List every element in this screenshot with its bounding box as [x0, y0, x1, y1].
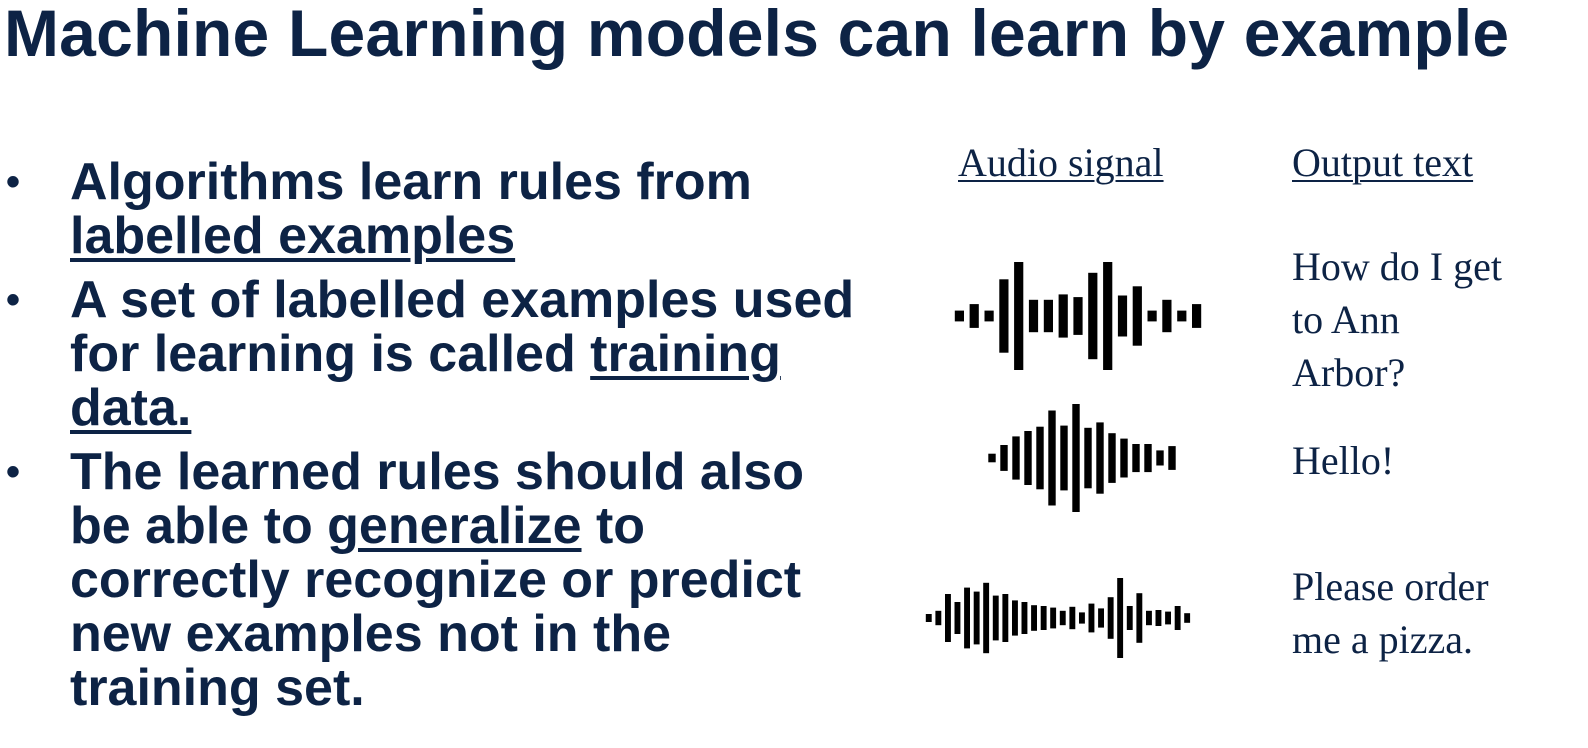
- waveform-bar: [1072, 404, 1080, 512]
- waveform-bar: [1043, 299, 1053, 333]
- waveform-bar: [954, 310, 964, 322]
- waveform-bar: [1103, 262, 1113, 370]
- slide-title: Machine Learning models can learn by exa…: [4, 0, 1510, 70]
- waveform-bar: [1168, 446, 1176, 470]
- waveform-bar: [1012, 436, 1020, 480]
- waveform-bar: [1028, 299, 1039, 333]
- waveform-bar: [1000, 445, 1008, 471]
- waveform-bar: [1162, 299, 1172, 333]
- waveform-bar: [1002, 594, 1009, 642]
- bullet-item: • A set of labelled examples used for le…: [0, 273, 860, 435]
- waveform-bar: [1040, 606, 1047, 630]
- bullet-text: to correctly recognize or predict new ex…: [70, 497, 802, 717]
- underlined-term: generalize: [327, 497, 582, 555]
- waveform-bar: [1136, 593, 1143, 643]
- waveform-bar: [1079, 612, 1085, 624]
- waveform-bar: [1147, 310, 1157, 322]
- waveform-bar: [1156, 450, 1164, 466]
- waveform-bar: [1098, 608, 1104, 628]
- waveform-bar: [1084, 427, 1092, 489]
- bullet-text: A set of labelled examples used for lear…: [70, 271, 855, 383]
- output-text-header: Output text: [1292, 140, 1474, 185]
- waveform-bar: [1184, 613, 1191, 623]
- underlined-term: training data.: [70, 325, 781, 437]
- waveform-bar: [1058, 294, 1068, 338]
- waveform-bar: [1088, 272, 1098, 360]
- waveform-bar: [988, 453, 996, 463]
- waveform-bar: [1165, 611, 1171, 625]
- bullet-dot: •: [6, 160, 21, 204]
- waveform-bar: [1021, 602, 1028, 634]
- bullet-text: The learned rules should also be able to: [70, 443, 804, 555]
- bullet-list: • Algorithms learn rules from labelled e…: [0, 155, 860, 725]
- waveform-bar: [1069, 606, 1076, 630]
- audio-waveform-icon: [988, 404, 1176, 512]
- bullet-item: • Algorithms learn rules from labelled e…: [0, 155, 860, 263]
- waveform-bar: [1059, 610, 1066, 626]
- waveform-bar: [983, 582, 990, 654]
- waveform-bar: [1036, 426, 1044, 490]
- waveform-bar: [945, 594, 951, 642]
- waveform-bar: [1048, 410, 1056, 506]
- waveform-bar: [1107, 597, 1114, 639]
- waveform-bar: [1108, 433, 1116, 483]
- waveform-bar: [1144, 444, 1152, 473]
- waveform-bar: [1132, 444, 1140, 473]
- waveform-bar: [1050, 607, 1057, 629]
- waveform-bar: [1031, 605, 1037, 631]
- waveform-bar: [1132, 286, 1142, 346]
- bullet-text: Algorithms learn rules from: [70, 153, 752, 211]
- waveform-bar: [1146, 610, 1152, 626]
- waveform-bar: [1024, 431, 1032, 485]
- waveform-bar: [1174, 606, 1181, 630]
- bullet-dot: •: [6, 450, 21, 494]
- waveform-bar: [1060, 425, 1068, 491]
- waveform-bar: [954, 602, 961, 634]
- waveform-bar: [1192, 304, 1202, 328]
- waveform-bar: [999, 279, 1009, 353]
- waveform-bar: [1088, 603, 1095, 633]
- waveform-bar: [1120, 438, 1128, 478]
- waveform-bar: [1117, 578, 1124, 658]
- audio-waveform-icon: [925, 578, 1191, 658]
- waveform-bar: [1155, 610, 1162, 626]
- waveform-bar: [1012, 600, 1018, 636]
- bullet-item: • The learned rules should also be able …: [0, 445, 860, 715]
- waveform-bar: [935, 610, 942, 626]
- waveform-bar: [1126, 606, 1133, 630]
- waveform-bar: [1177, 310, 1187, 322]
- output-text: How do I get to Ann Arbor?: [1292, 244, 1502, 395]
- waveform-bar: [1096, 422, 1104, 494]
- waveform-bar: [992, 595, 999, 641]
- waveform-bar: [1117, 295, 1128, 337]
- waveform-bar: [925, 614, 932, 622]
- waveform-bar: [1014, 262, 1024, 370]
- waveform-bar: [964, 587, 970, 649]
- waveform-bar: [969, 304, 979, 328]
- bullet-dot: •: [6, 278, 21, 322]
- waveform-bar: [984, 310, 994, 322]
- waveform-bar: [1073, 297, 1083, 335]
- underlined-term: labelled examples: [70, 207, 516, 265]
- audio-waveform-icon: [954, 262, 1202, 370]
- waveform-bar: [973, 591, 980, 645]
- output-text: Please order me a pizza.: [1292, 564, 1489, 662]
- output-text: Hello!: [1292, 438, 1395, 483]
- audio-signal-header: Audio signal: [958, 140, 1164, 185]
